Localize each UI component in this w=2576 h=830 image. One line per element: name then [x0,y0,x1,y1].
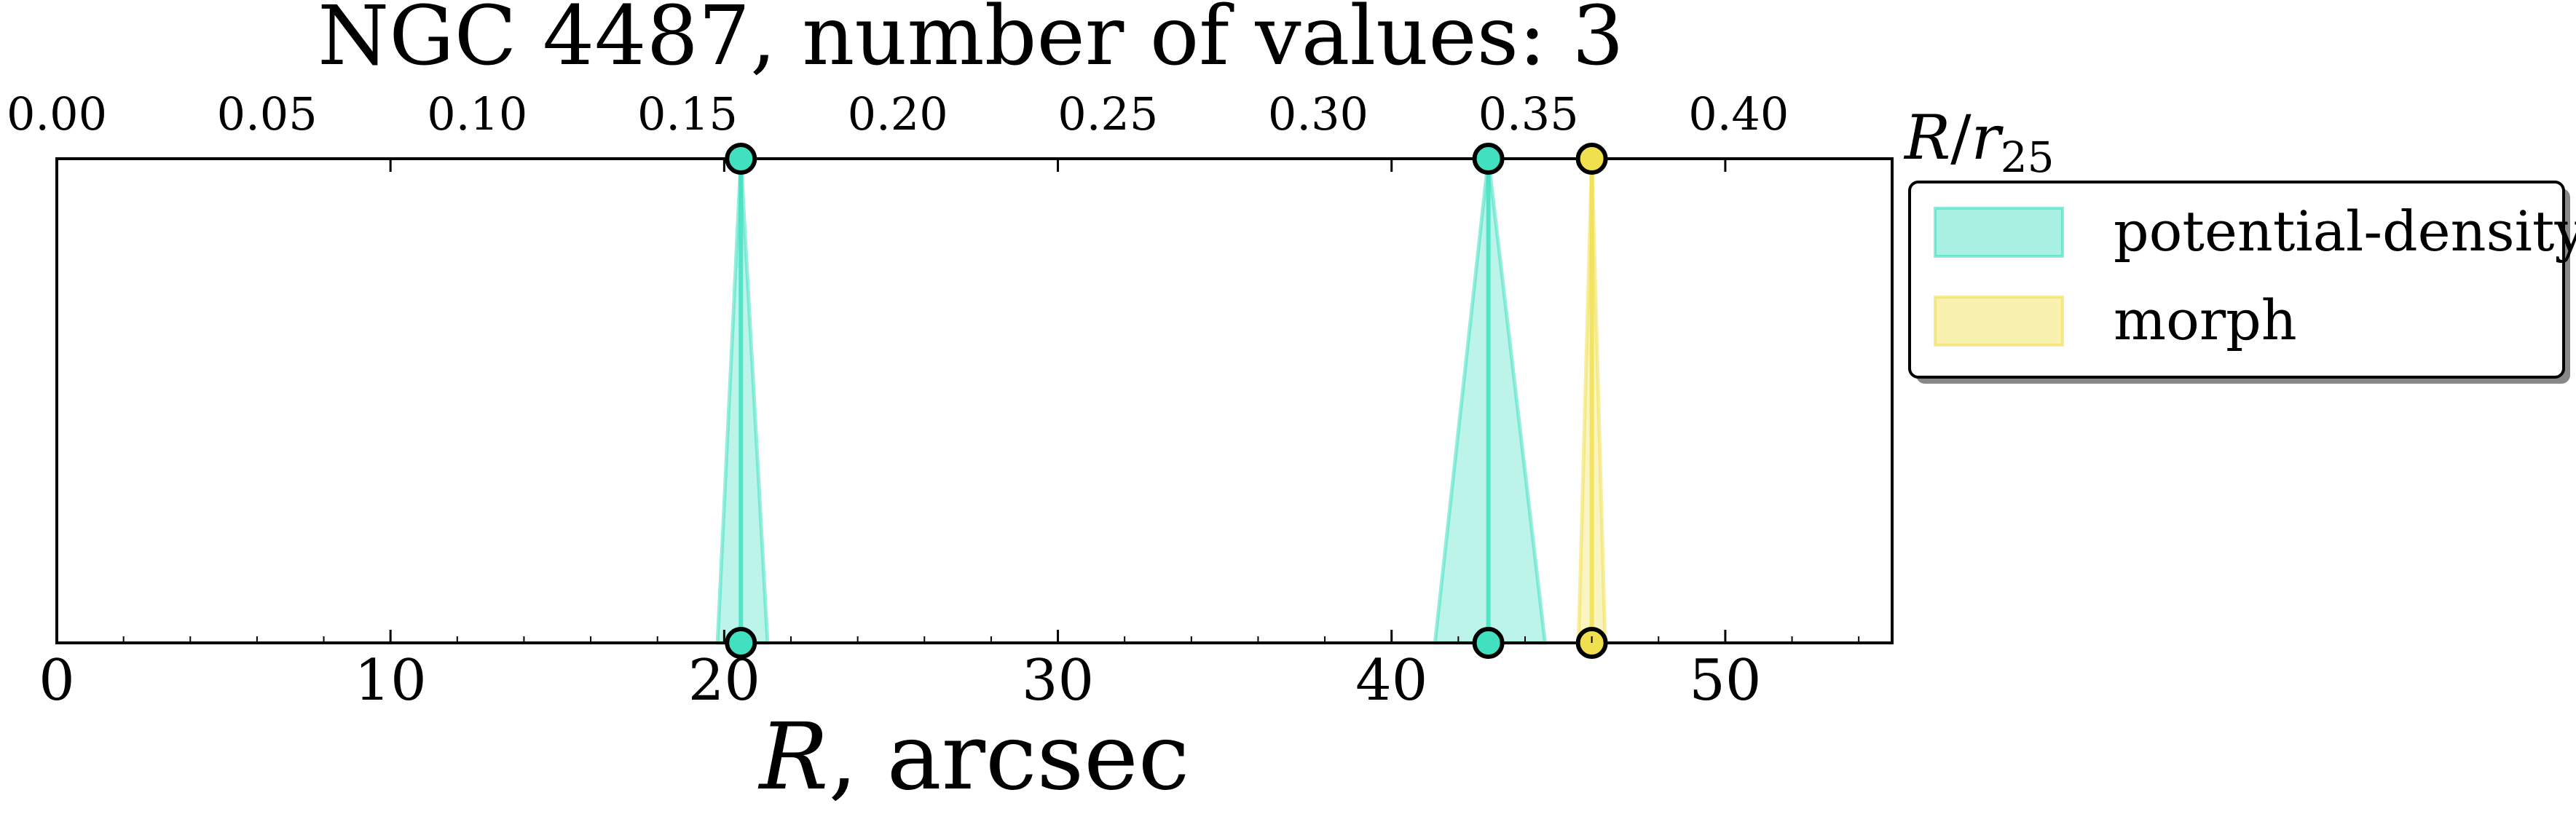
plot-area-frame [55,157,1894,644]
x-tick-label: 40 [1355,648,1427,714]
x2-tick-label: 0.25 [1057,87,1158,141]
x-tick-label: 30 [1022,648,1094,714]
series-0-marker-bottom-1 [1472,627,1505,659]
bottom-x-axis: 0 10 20 30 40 50 [39,159,1860,714]
legend: potential-density morph [1908,181,2576,379]
x-tick-label: 0 [39,648,75,714]
legend-swatch-1 [1934,296,2064,347]
x2-tick-label: 0.30 [1268,87,1368,141]
x-tick-label: 20 [688,648,760,714]
series-0-marker-bottom-0 [725,627,757,659]
legend-label-0: potential-density [2114,199,2576,264]
x2-tick-label: 0.35 [1478,87,1579,141]
x2-tick-label: 0.15 [637,87,738,141]
series-0-marker-top-1 [1472,143,1505,175]
x2-tick-label: 0.20 [848,87,948,141]
top-axis-label-r: r [1972,102,2004,173]
legend-box [1908,181,2565,379]
x-tick-label: 50 [1689,648,1761,714]
series-1-marker-top-0 [1575,143,1608,175]
top-axis-label: R/r25 [1903,102,2055,182]
series-0-marker-top-0 [725,143,757,175]
uncertainty-bands [715,158,1607,645]
x-axis-label: R, arcsec [758,703,1190,810]
top-axis-label-slash: / [1950,102,1972,173]
top-x-axis: 0.00 0.05 0.10 0.15 0.20 0.25 0.30 0.35 0.40 [7,87,1789,141]
x-axis-label-rest: , arcsec [829,703,1190,810]
x-axis-label-var: R [758,703,829,810]
x2-tick-label: 0.00 [7,87,107,141]
x2-tick-label: 0.40 [1688,87,1789,141]
legend-swatch-0 [1934,207,2064,258]
top-axis-label-var: R [1903,102,1950,173]
x2-tick-label: 0.05 [217,87,318,141]
legend-label-1: morph [2114,288,2297,352]
series-lines [738,159,1594,643]
x-tick-label: 10 [355,648,427,714]
chart-title: NGC 4487, number of values: 3 [318,0,1623,84]
legend-items: potential-density morph [1934,199,2576,352]
top-axis-label-sub: 25 [2001,133,2055,182]
data-markers [725,143,1608,659]
x2-tick-label: 0.10 [427,87,527,141]
